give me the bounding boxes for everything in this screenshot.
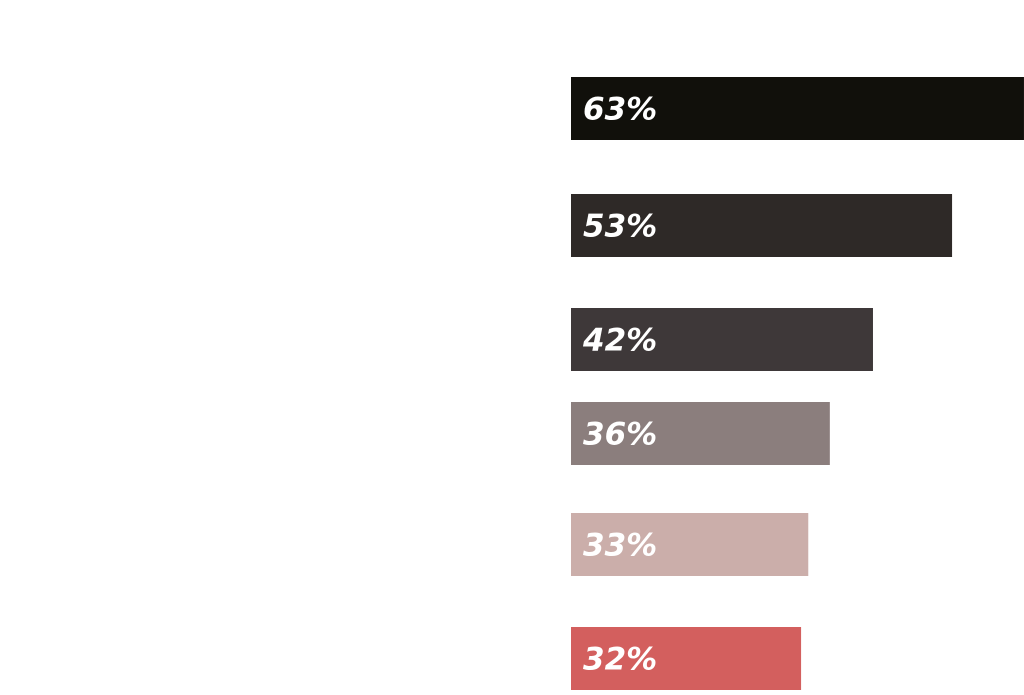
bar-value-label-3: 42%: [582, 323, 657, 359]
value-labels-group: 63% 53% 42% 36% 33% 32%: [582, 92, 657, 678]
bars-group: [571, 77, 1024, 690]
bar-value-label-4: 36%: [583, 417, 657, 453]
bar-4: [571, 402, 830, 465]
bar-value-label-1: 63%: [583, 92, 657, 128]
bar-value-label-6: 32%: [583, 642, 657, 678]
bar-6: [571, 627, 802, 690]
bar-2: [571, 194, 953, 257]
bar-value-label-5: 33%: [583, 528, 657, 564]
bar-1: [571, 77, 1024, 140]
bar-3: [571, 308, 873, 371]
bar-5: [571, 513, 809, 576]
bar-value-label-2: 53%: [583, 209, 657, 245]
